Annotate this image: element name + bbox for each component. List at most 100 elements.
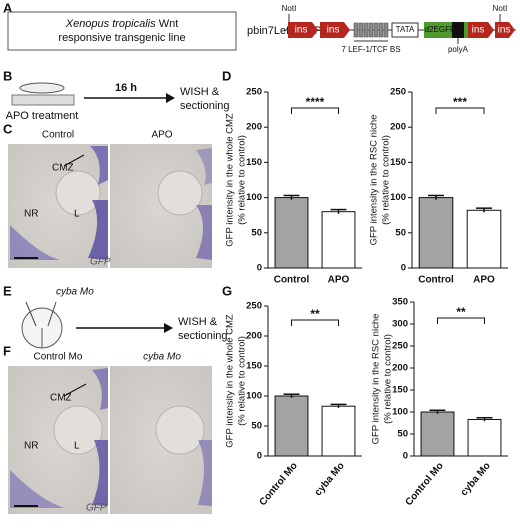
significance-bracket: [437, 317, 485, 324]
wish: WISH &: [180, 86, 220, 98]
y-tick-label: 150: [246, 157, 262, 168]
image-title: Control Mo: [34, 352, 83, 363]
pointer: [63, 383, 87, 397]
wish: WISH &: [178, 316, 218, 328]
gfp-label: d2EGFP: [425, 25, 456, 34]
site-label: NotI: [282, 4, 297, 13]
lens: [55, 170, 101, 216]
lef-label: 7 LEF-1/TCF BS: [341, 45, 400, 54]
y-axis-label: (% relative to control): [383, 334, 394, 424]
pipette: [47, 301, 57, 327]
significance: ****: [306, 95, 325, 109]
label-cmz: CMZ: [50, 393, 72, 404]
panel-label: B: [3, 68, 12, 83]
bar: [321, 405, 356, 457]
y-tick-label: 50: [251, 227, 262, 238]
y-tick-label: 250: [246, 87, 262, 98]
y-axis-label: GFP intensity in the RSC niche: [371, 314, 382, 445]
y-axis-label: GFP intensity in the whole CMZ: [225, 113, 236, 247]
panel-label: F: [3, 343, 11, 358]
treatment: APO treatment: [6, 110, 79, 122]
label-gfp: GFP: [86, 503, 107, 514]
x-tick-label: cyba Mo: [313, 461, 347, 499]
stain: [92, 440, 108, 506]
ins-labels: ins ins ins ins: [295, 25, 511, 36]
y-tick-label: 0: [257, 263, 262, 274]
y-tick-label: 150: [246, 361, 262, 372]
stain: [92, 368, 108, 410]
y-tick-label: 100: [392, 407, 408, 418]
y-tick-label: 250: [246, 301, 262, 312]
bar: [274, 395, 309, 457]
stain: [196, 148, 212, 185]
y-axis-label: (% relative to control): [237, 135, 248, 225]
y-axis-label: (% relative to control): [381, 135, 392, 225]
stain: [10, 225, 60, 260]
label-l: L: [74, 209, 80, 220]
significance: ***: [453, 95, 467, 109]
svg-text:ins: ins: [295, 25, 308, 36]
arrowhead: [166, 93, 175, 103]
y-tick-label: 200: [390, 122, 406, 133]
significance-bracket: [291, 107, 339, 114]
panel-label: G: [222, 283, 232, 298]
bar: [321, 211, 356, 269]
bar: [420, 411, 455, 457]
stain: [198, 440, 212, 506]
bar: [418, 197, 454, 269]
polya-label: polyA: [448, 45, 469, 54]
insulators: [288, 22, 515, 38]
significance: **: [310, 307, 320, 321]
svg-text:ins: ins: [472, 25, 485, 36]
lens: [157, 170, 203, 216]
pointer: [63, 154, 85, 167]
image-title: APO: [151, 130, 172, 141]
y-tick-label: 50: [395, 227, 406, 238]
stain: [88, 200, 108, 260]
x-tick-label: Control: [274, 275, 310, 286]
panel-label: A: [3, 0, 13, 15]
label-nr: NR: [24, 441, 38, 452]
lens: [155, 405, 205, 455]
y-axis-label: GFP intensity in the RSC niche: [369, 115, 380, 246]
significance-bracket: [291, 319, 339, 326]
label-cmz: CMZ: [52, 163, 74, 174]
y-tick-label: 0: [403, 451, 408, 462]
y-tick-label: 100: [246, 192, 262, 203]
panel-label: D: [222, 68, 231, 83]
significance-bracket: [435, 107, 485, 114]
y-tick-label: 250: [390, 87, 406, 98]
line-text: Xenopus tropicalis Wnt: [65, 18, 179, 30]
time: 16 h: [115, 82, 137, 94]
y-axis-label: GFP intensity in the whole CMZ: [225, 314, 236, 448]
y-tick-label: 0: [401, 263, 406, 274]
line-text: responsive transgenic line: [58, 32, 185, 44]
pipette: [25, 301, 37, 327]
tata-box: [391, 22, 419, 38]
y-tick-label: 50: [251, 421, 262, 432]
wish: sectioning: [178, 330, 228, 342]
dish: [11, 94, 75, 106]
bar: [274, 197, 309, 269]
x-tick-label: cyba Mo: [459, 461, 493, 499]
tadpole: [19, 82, 65, 94]
x-tick-label: Control Mo: [257, 461, 299, 508]
image-title: cyba Mo: [143, 352, 181, 363]
svg-text:ins: ins: [327, 25, 340, 36]
stain: [10, 470, 64, 508]
site-label: NotI: [493, 4, 508, 13]
image-title: Control: [42, 130, 74, 141]
significance: **: [456, 305, 466, 319]
y-tick-label: 200: [246, 331, 262, 342]
label-nr: NR: [24, 209, 38, 220]
lef-sites: [353, 22, 389, 38]
y-tick-label: 150: [392, 385, 408, 396]
y-tick-label: 50: [397, 429, 408, 440]
panel-label: E: [3, 283, 12, 298]
stain: [90, 146, 108, 185]
x-tick-label: APO: [473, 275, 495, 286]
line-box: [7, 11, 237, 51]
y-tick-label: 200: [246, 122, 262, 133]
polya-box: [452, 22, 464, 38]
